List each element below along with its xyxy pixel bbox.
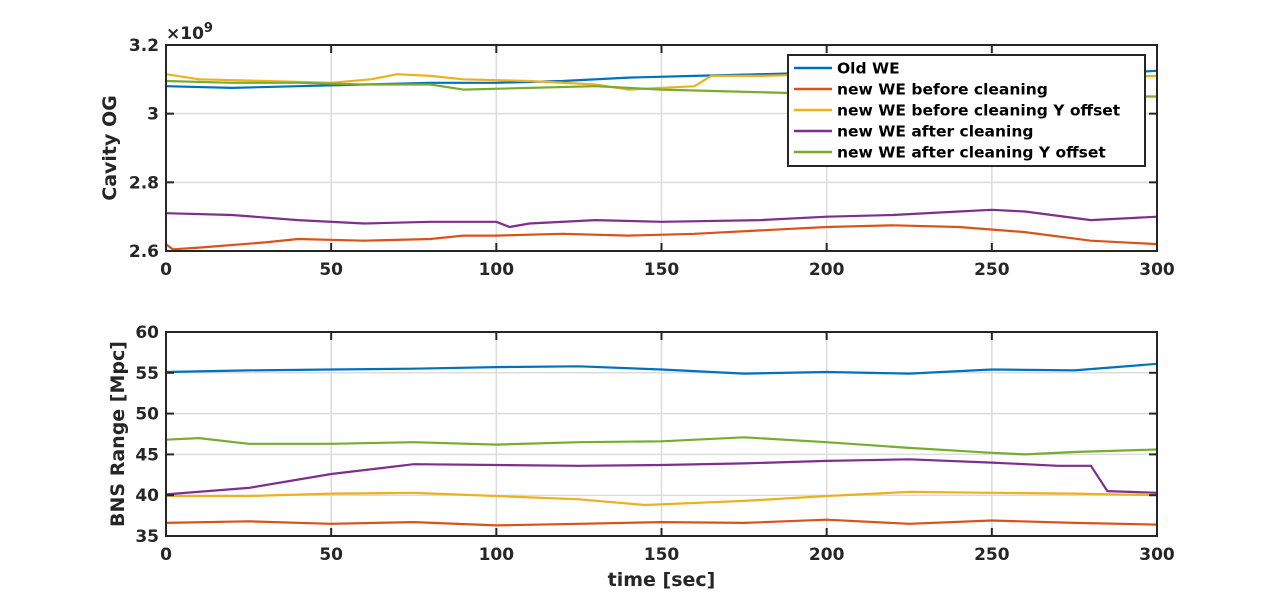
y-tick-label: 50 — [135, 405, 159, 425]
series-line-1 — [165, 362, 1158, 375]
series-line-3 — [166, 490, 1158, 507]
x-tick-label: 100 — [479, 545, 515, 565]
x-tick-label: 150 — [644, 260, 680, 280]
y-axis-label: Cavity OG — [99, 95, 121, 201]
series-line-4 — [165, 208, 1158, 229]
y-exponent-label: ×109 — [166, 21, 213, 44]
legend-entry: new WE before cleaning — [837, 81, 1048, 99]
y-tick-label: 45 — [135, 445, 159, 465]
series-line-2 — [165, 518, 1158, 527]
legend-entry: Old WE — [837, 60, 900, 78]
x-tick-label: 300 — [1139, 545, 1175, 565]
bottom-panel-bns-range: 0 50 100 150 200 250 300 35 40 45 50 55 60 BNS Range … — [107, 323, 1175, 591]
x-tick-label: 250 — [974, 545, 1010, 565]
y-tick-label: 2.6 — [129, 242, 159, 262]
legend-box — [787, 54, 1146, 167]
y-tick-label: 3 — [147, 105, 159, 125]
top-panel-cavity-og: 0 50 100 150 200 250 300 2.6 2.8 3 3.2 Cavity OG ×10… — [99, 21, 1175, 280]
y-tick-label: 60 — [135, 323, 159, 343]
x-tick-label: 50 — [319, 260, 343, 280]
series-line-5 — [165, 436, 1158, 456]
y-tick-label: 55 — [135, 364, 159, 384]
x-tick-label: 150 — [644, 545, 680, 565]
y-tick-label: 2.8 — [129, 173, 159, 193]
x-tick-label: 0 — [160, 260, 172, 280]
x-tick-label: 100 — [479, 260, 515, 280]
legend-entry: new WE before cleaning Y offset — [837, 102, 1121, 120]
x-axis-label: time [sec] — [608, 569, 716, 591]
y-tick-label: 40 — [135, 486, 159, 506]
x-tick-label: 200 — [809, 545, 845, 565]
y-axis-label: BNS Range [Mpc] — [107, 341, 129, 527]
legend-entry: new WE after cleaning — [837, 123, 1033, 141]
legend: Old WE new WE before cleaning new WE befor… — [787, 54, 1146, 167]
x-tick-label: 50 — [319, 545, 343, 565]
series-line-2 — [165, 224, 1158, 251]
series-line-4 — [165, 458, 1158, 496]
y-tick-label: 3.2 — [129, 36, 159, 56]
y-tick-label: 35 — [135, 527, 159, 547]
x-tick-label: 0 — [160, 545, 172, 565]
x-tick-label: 300 — [1139, 260, 1175, 280]
x-tick-label: 250 — [974, 260, 1010, 280]
x-tick-label: 200 — [809, 260, 845, 280]
legend-entry: new WE after cleaning Y offset — [837, 144, 1106, 162]
